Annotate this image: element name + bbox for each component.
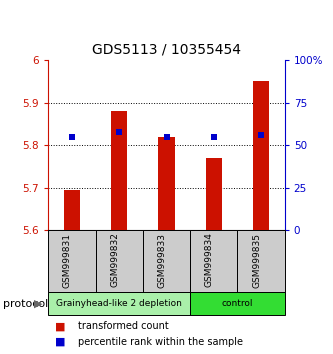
Bar (96, 230, 143, 292)
Bar (190, 292, 285, 315)
Bar (64, 190, 80, 230)
Bar (48, 230, 96, 292)
Text: ■: ■ (55, 321, 66, 331)
Bar (111, 111, 128, 230)
Bar (237, 230, 285, 292)
Text: control: control (222, 299, 253, 308)
Bar (253, 81, 269, 230)
Text: GSM999833: GSM999833 (158, 233, 166, 287)
Text: ■: ■ (55, 337, 66, 347)
Text: GDS5113 / 10355454: GDS5113 / 10355454 (92, 42, 241, 57)
Text: Grainyhead-like 2 depletion: Grainyhead-like 2 depletion (56, 299, 182, 308)
Text: GSM999835: GSM999835 (252, 233, 261, 287)
Text: protocol: protocol (3, 298, 49, 309)
Text: percentile rank within the sample: percentile rank within the sample (78, 337, 243, 347)
Bar (143, 230, 190, 292)
Bar (48, 292, 190, 315)
Bar (190, 230, 237, 292)
Bar (158, 137, 175, 230)
Text: ▶: ▶ (34, 298, 43, 309)
Text: transformed count: transformed count (78, 321, 169, 331)
Text: GSM999832: GSM999832 (110, 233, 119, 287)
Text: GSM999831: GSM999831 (63, 233, 72, 287)
Text: GSM999834: GSM999834 (205, 233, 214, 287)
Bar (205, 158, 222, 230)
